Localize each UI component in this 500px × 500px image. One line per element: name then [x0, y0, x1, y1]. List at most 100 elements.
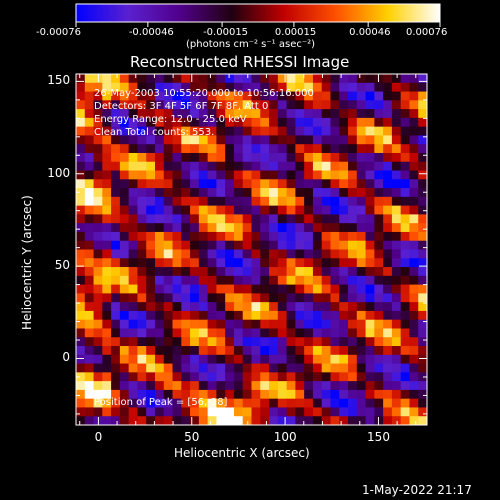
heatmap-cell	[286, 74, 296, 84]
heatmap-cell	[391, 179, 402, 189]
heatmap-cell	[137, 284, 147, 294]
heatmap-cell	[286, 337, 296, 347]
heatmap-cell	[172, 354, 182, 365]
heatmap-cell	[374, 275, 384, 286]
heatmap-cell	[128, 240, 139, 251]
heatmap-cell	[154, 293, 165, 303]
heatmap-cell	[400, 284, 411, 294]
heatmap-cell	[119, 231, 130, 242]
heatmap-cell	[119, 398, 130, 409]
heatmap-cell	[409, 223, 419, 233]
heatmap-cell	[84, 389, 95, 400]
heatmap-cell	[233, 389, 244, 400]
heatmap-cell	[356, 354, 367, 365]
heatmap-cell	[137, 126, 147, 137]
heatmap-cell	[348, 152, 358, 163]
heatmap-cell	[93, 109, 103, 119]
heatmap-cell	[216, 170, 226, 180]
heatmap-cell	[146, 293, 156, 303]
heatmap-cell	[321, 82, 332, 93]
heatmap-cell	[225, 179, 235, 189]
heatmap-cell	[93, 284, 103, 294]
heatmap-cell	[172, 109, 182, 119]
heatmap-cell	[137, 152, 147, 163]
heatmap-cell	[233, 337, 244, 347]
heatmap-cell	[102, 231, 112, 242]
heatmap-cell	[260, 126, 270, 137]
heatmap-cell	[304, 363, 314, 373]
heatmap-cell	[181, 275, 191, 286]
heatmap-cell	[400, 293, 411, 303]
heatmap-cell	[198, 302, 209, 312]
heatmap-cell	[242, 100, 253, 110]
heatmap-cell	[93, 267, 103, 277]
heatmap-cell	[76, 161, 86, 172]
heatmap-cell	[146, 310, 156, 321]
heatmap-cell	[269, 188, 279, 198]
heatmap-cell	[198, 293, 209, 303]
heatmap-cell	[76, 354, 86, 365]
heatmap-cell	[111, 372, 121, 382]
heatmap-cell	[418, 144, 427, 154]
heatmap-cell	[286, 319, 296, 330]
heatmap-cell	[207, 275, 218, 286]
heatmap-cell	[374, 328, 384, 338]
heatmap-cell	[286, 249, 296, 259]
heatmap-cell	[374, 135, 384, 145]
heatmap-cell	[216, 354, 226, 365]
heatmap-cell	[312, 170, 323, 180]
heatmap-cell	[295, 346, 305, 356]
heatmap-cell	[190, 170, 200, 180]
heatmap-cell	[128, 170, 139, 180]
heatmap-cell	[128, 398, 139, 409]
heatmap-cell	[277, 337, 288, 347]
heatmap-cell	[111, 179, 121, 189]
heatmap-cell	[374, 302, 384, 312]
heatmap-cell	[242, 407, 253, 417]
colorbar-tick-label: 0.00015	[274, 27, 317, 38]
heatmap-cell	[225, 74, 235, 84]
heatmap-cell	[225, 109, 235, 119]
heatmap-cell	[119, 275, 130, 286]
heatmap-cell	[286, 302, 296, 312]
heatmap-cell	[260, 231, 270, 242]
heatmap-cell	[102, 249, 112, 259]
heatmap-cell	[251, 372, 261, 382]
heatmap-cell	[260, 188, 270, 198]
heatmap-cell	[409, 135, 419, 145]
heatmap-cell	[111, 82, 121, 93]
heatmap-cell	[295, 196, 305, 207]
heatmap-cell	[321, 100, 332, 110]
heatmap-cell	[190, 381, 200, 391]
heatmap-cell	[365, 363, 375, 373]
colorbar	[75, 3, 441, 23]
heatmap-cell	[348, 389, 358, 400]
heatmap-cell	[321, 258, 332, 268]
heatmap-cell	[409, 117, 419, 128]
heatmap-cell	[391, 74, 402, 84]
heatmap-cell	[348, 74, 358, 84]
heatmap-cell	[348, 249, 358, 259]
heatmap-cell	[277, 231, 288, 242]
heatmap-cell	[321, 328, 332, 338]
footer-timestamp: 1-May-2022 21:17	[362, 483, 472, 497]
heatmap-cell	[111, 293, 121, 303]
heatmap-cell	[356, 310, 367, 321]
heatmap-cell	[374, 223, 384, 233]
heatmap-cell	[277, 100, 288, 110]
heatmap-cell	[251, 179, 261, 189]
heatmap-cell	[391, 135, 402, 145]
heatmap-cell	[225, 223, 235, 233]
heatmap-cell	[260, 354, 270, 365]
heatmap-cell	[418, 240, 427, 251]
y-tick-label: 0	[62, 350, 71, 365]
heatmap-cell	[269, 267, 279, 277]
heatmap-cell	[418, 126, 427, 137]
heatmap-cell	[400, 381, 411, 391]
heatmap-cell	[172, 372, 182, 382]
heatmap-cell	[286, 363, 296, 373]
heatmap-cell	[304, 144, 314, 154]
heatmap-cell	[304, 258, 314, 268]
heatmap-cell	[391, 310, 402, 321]
heatmap-cell	[269, 109, 279, 119]
